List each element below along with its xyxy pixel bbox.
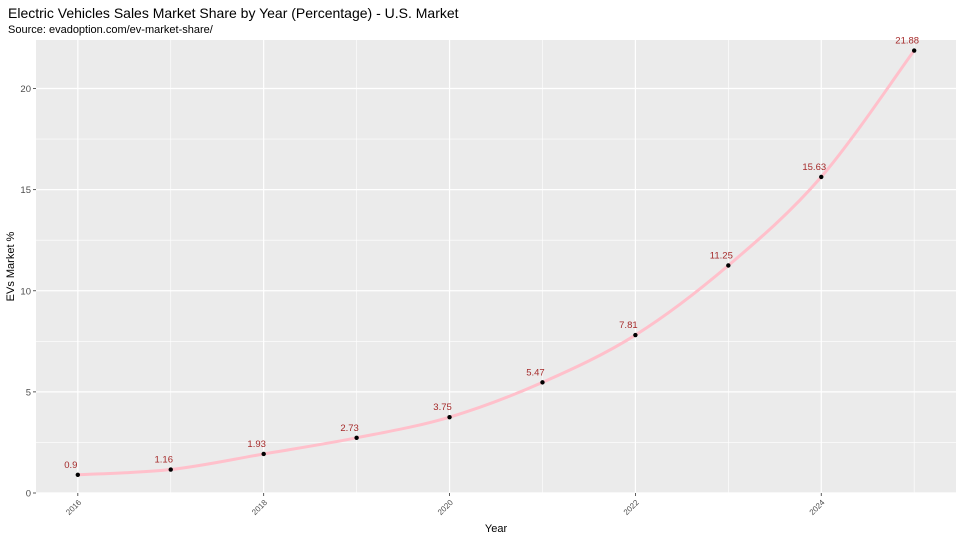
data-point xyxy=(911,48,917,53)
y-tick-label: 15 xyxy=(20,185,31,196)
data-point xyxy=(726,263,731,268)
minor-gridlines xyxy=(36,37,956,493)
plot-panel xyxy=(36,40,956,493)
data-label: 3.75 xyxy=(433,402,452,413)
data-label: 0.9 xyxy=(64,460,77,471)
data-point xyxy=(447,414,452,420)
chart-title: Electric Vehicles Sales Market Share by … xyxy=(8,5,459,21)
x-axis-title: Year xyxy=(485,523,508,535)
data-points xyxy=(75,48,917,477)
data-point xyxy=(261,451,266,457)
data-label: 15.63 xyxy=(802,162,826,173)
y-tick-label: 10 xyxy=(20,286,31,297)
major-gridlines xyxy=(36,40,956,494)
x-tick-label: 2022 xyxy=(622,498,641,517)
data-labels: 0.9 1.16 1.93 2.73 3.75 5.47 7.81 11.25 15.63 21.… xyxy=(64,36,919,471)
data-point xyxy=(75,472,81,477)
y-tick-label: 0 xyxy=(26,489,31,500)
chart-subtitle: Source: evadoption.com/ev-market-share/ xyxy=(8,24,213,36)
data-label: 7.81 xyxy=(619,320,638,331)
series-line xyxy=(76,49,916,477)
y-axis-title: EVs Market % xyxy=(5,231,17,301)
y-tick-label: 20 xyxy=(20,84,31,95)
data-label: 1.93 xyxy=(247,439,266,450)
data-label: 21.88 xyxy=(895,36,919,47)
x-tick-label: 2018 xyxy=(250,498,269,517)
data-point xyxy=(168,467,173,472)
x-tick-label: 2016 xyxy=(64,498,83,517)
y-tick-label: 5 xyxy=(26,387,31,398)
data-point xyxy=(633,332,638,338)
x-axis: 2016 2018 2020 2022 2024 xyxy=(64,493,827,517)
y-axis: 0 5 10 15 20 xyxy=(20,84,36,500)
data-point xyxy=(540,380,545,385)
data-point xyxy=(354,435,359,440)
x-tick-label: 2020 xyxy=(436,498,455,517)
data-label: 5.47 xyxy=(526,367,545,378)
x-tick-label: 2024 xyxy=(808,498,827,517)
data-label: 1.16 xyxy=(154,455,173,466)
data-label: 11.25 xyxy=(710,250,733,261)
data-label: 2.73 xyxy=(340,423,359,434)
data-point xyxy=(819,174,824,180)
